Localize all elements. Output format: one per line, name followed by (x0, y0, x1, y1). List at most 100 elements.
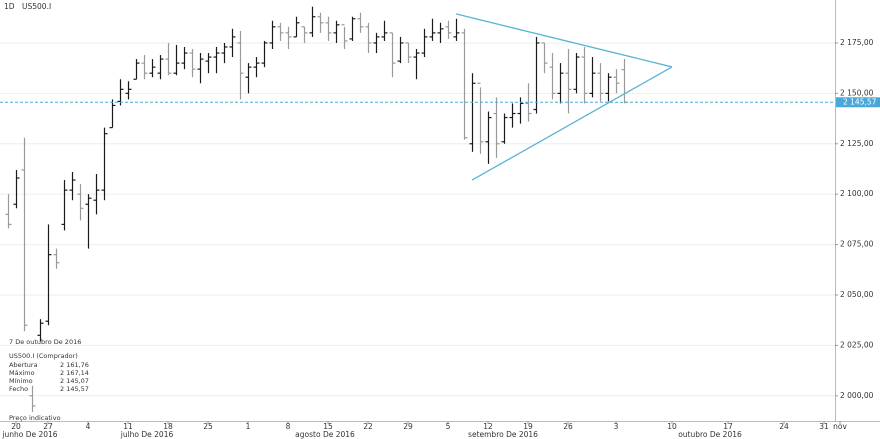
x-tick-label: 31 (819, 422, 829, 431)
x-tick-label: 11 (123, 422, 133, 431)
ohlc-bar (405, 42, 412, 64)
ohlc-bar (5, 194, 12, 229)
ohlc-bar (613, 69, 620, 94)
ohlc-bar (517, 97, 524, 124)
ohlc-bar (589, 57, 596, 98)
timeframe: 1D (4, 2, 15, 11)
ohlc-bar (69, 171, 76, 201)
ohlc-bar (85, 194, 92, 249)
grid (0, 42, 835, 397)
y-tick-label: 2 025,00 (840, 340, 874, 349)
info-value: 2 145,07 (60, 377, 89, 385)
x-tick-label: 15 (323, 422, 333, 431)
ohlc-bar (477, 82, 484, 154)
ohlc-bar (573, 53, 580, 94)
ohlc-bar (245, 63, 252, 94)
ohlc-bar (269, 20, 276, 49)
month-label: agosto De 2016 (295, 430, 355, 439)
ohlc-bar (213, 46, 220, 74)
ohlc-bar (493, 97, 500, 158)
y-tick-label: 2 000,00 (840, 391, 874, 400)
ohlc-bar (221, 42, 228, 64)
ohlc-bar (445, 20, 452, 39)
ohlc-bar (93, 174, 100, 215)
x-tick-label: 4 (86, 422, 91, 431)
info-label: Mínimo (9, 377, 33, 385)
ohlc-bar (109, 99, 116, 129)
ohlc-bar (597, 63, 604, 102)
ohlc-bar (549, 53, 556, 100)
ohlc-bar (565, 48, 572, 114)
x-tick-label: nov (833, 422, 847, 431)
ohlc-bar (277, 22, 284, 41)
ohlc-bar (317, 12, 324, 33)
ohlc-bar (229, 28, 236, 58)
ohlc-bar (413, 48, 420, 80)
ohlc-bar (117, 79, 124, 106)
ohlc-bar (485, 111, 492, 164)
x-tick-label: 27 (43, 422, 53, 431)
info-label: Abertura (9, 361, 38, 369)
ohlc-bar (77, 184, 84, 221)
ohlc-bar (309, 6, 316, 37)
ohlc-bar (101, 127, 108, 201)
ohlc-bar (125, 81, 132, 100)
ohlc-bar (301, 26, 308, 43)
ohlc-bar (581, 46, 588, 104)
ohlc-bar (381, 20, 388, 41)
ohlc-bar (509, 103, 516, 128)
ohlc-bar (453, 18, 460, 41)
x-tick-label: 22 (363, 422, 373, 431)
x-tick-label: 29 (403, 422, 413, 431)
y-tick-label: 2 050,00 (840, 290, 874, 299)
ohlc-bar (133, 59, 140, 80)
trendline (455, 13, 673, 68)
x-tick-label: 8 (286, 422, 291, 431)
x-tick-label: 1 (246, 422, 251, 431)
y-tick-label: 2 175,00 (840, 38, 874, 47)
ohlc-bar (189, 48, 196, 78)
ohlc-bar (397, 36, 404, 64)
month-label: setembro De 2016 (468, 430, 538, 439)
info-instrument: US500.I (Comprador) (9, 352, 78, 360)
ohlc-bar (349, 16, 356, 41)
ohlc-bar (525, 83, 532, 122)
month-label: junho De 2016 (1, 430, 57, 439)
trendline (471, 66, 673, 181)
ohlc-bar (461, 28, 468, 140)
ohlc-bar (501, 113, 508, 144)
symbol: US500.I (22, 2, 51, 11)
ohlc-bar (325, 16, 332, 41)
ohlc-bar (557, 63, 564, 104)
ohlc-bar (237, 30, 244, 100)
x-tick-label: 12 (483, 422, 493, 431)
last-price-box (836, 97, 880, 108)
x-tick-label: 17 (723, 422, 733, 431)
y-tick-label: 2 100,00 (840, 189, 874, 198)
y-tick-label: 2 150,00 (840, 88, 874, 97)
ohlc-bar (469, 73, 476, 152)
ohlc-bar (293, 16, 300, 38)
info-value: 2 167,14 (60, 369, 89, 377)
x-tick-label: 18 (163, 422, 173, 431)
ohlc-bar (285, 26, 292, 49)
ohlc-bar (197, 53, 204, 84)
ohlc-bar (29, 385, 36, 412)
ohlc-bar (61, 180, 68, 231)
info-label: Máximo (9, 369, 35, 377)
ohlc-bar (365, 22, 372, 54)
x-tick-label: 3 (614, 422, 619, 431)
ohlc-bar (261, 40, 268, 68)
ohlc-bar (45, 224, 52, 326)
month-label: julho De 2016 (120, 430, 174, 439)
info-value: 2 161,76 (60, 361, 89, 369)
x-tick-label: 20 (11, 422, 21, 431)
ohlc-bar (533, 36, 540, 114)
last-price-label: 2 145,57 (843, 97, 877, 106)
ohlc-bar (357, 12, 364, 33)
x-tick-label: 26 (563, 422, 573, 431)
info-value: 2 145,57 (60, 385, 89, 393)
x-tick-label: 24 (779, 422, 789, 431)
